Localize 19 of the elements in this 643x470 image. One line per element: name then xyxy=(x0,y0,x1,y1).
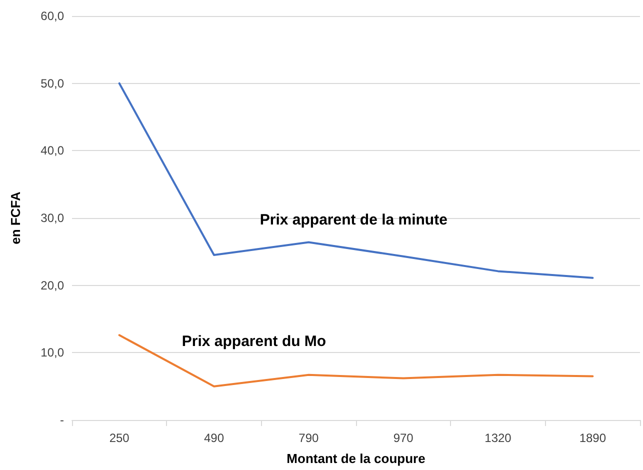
line-series xyxy=(118,334,594,388)
y-tick-label: 30,0 xyxy=(40,211,64,225)
x-tick-label: 250 xyxy=(109,431,130,445)
y-tick-label: 40,0 xyxy=(40,144,64,158)
series-label: Prix apparent de la minute xyxy=(260,212,448,229)
y-tick-label: - xyxy=(60,413,64,427)
y-tick-label: 60,0 xyxy=(40,9,64,23)
x-tick-label: 970 xyxy=(393,431,414,445)
x-tick-label: 490 xyxy=(204,431,224,445)
series-label: Prix apparent du Mo xyxy=(182,332,326,350)
x-tick-label: 1890 xyxy=(579,431,606,445)
y-tick-label: 10,0 xyxy=(40,346,64,360)
y-tick-label: 50,0 xyxy=(40,76,64,90)
x-tick-label: 790 xyxy=(298,431,319,445)
line-series xyxy=(118,82,594,279)
x-tick-label: 1320 xyxy=(484,431,512,445)
y-axis-title: en FCFA xyxy=(8,191,23,244)
x-axis-title: Montant de la coupure xyxy=(286,451,426,466)
y-tick-label: 20,0 xyxy=(40,278,64,292)
